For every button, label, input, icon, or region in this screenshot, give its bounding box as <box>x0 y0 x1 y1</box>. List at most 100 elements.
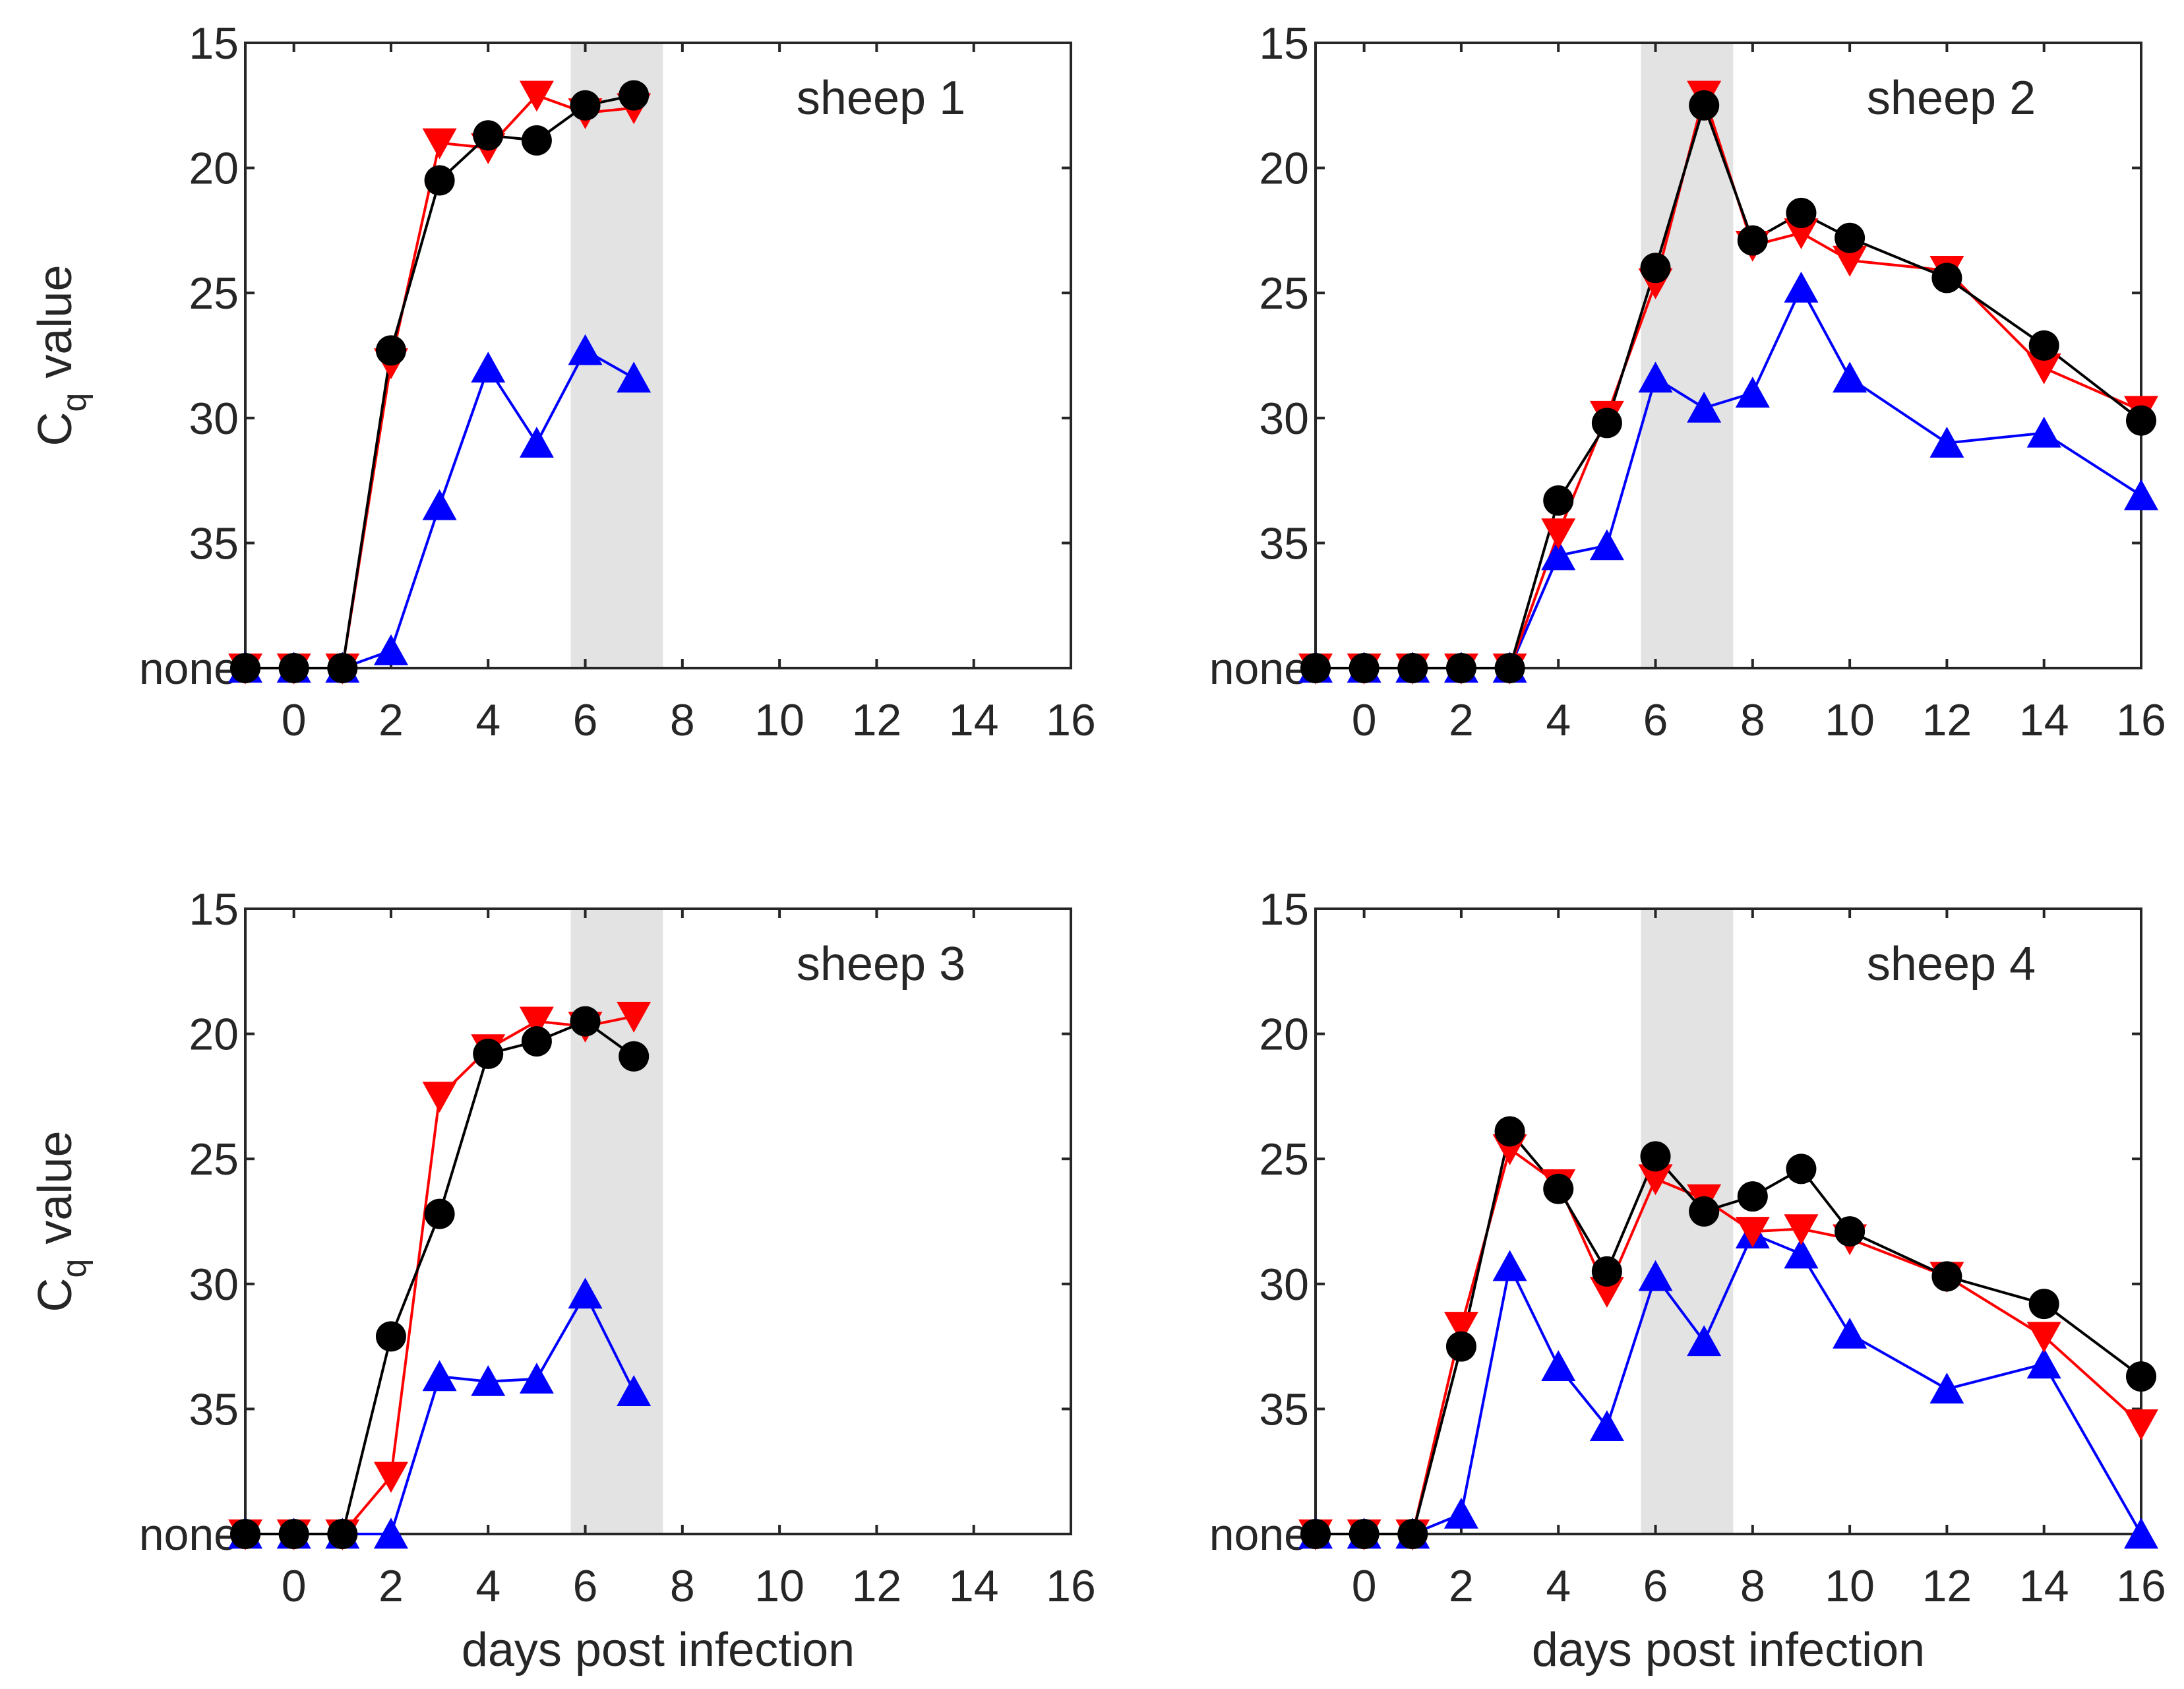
series-2-point <box>1784 1214 1819 1246</box>
series-2-point <box>1735 1217 1770 1248</box>
x-tick-label: 6 <box>573 1561 598 1611</box>
series-2-point <box>422 1082 457 1113</box>
series-2-point <box>1541 518 1576 549</box>
y-tick-label: 15 <box>189 884 239 935</box>
series-1-point <box>1689 1196 1720 1227</box>
series-1-point <box>1445 653 1476 683</box>
x-tick-label: 4 <box>475 1561 501 1611</box>
panel-title: sheep 1 <box>797 72 965 125</box>
series-1-point <box>1494 1116 1525 1147</box>
y-tick-label: 30 <box>189 1260 239 1310</box>
series-2-point <box>2026 1322 2061 1353</box>
series-1-point <box>1397 653 1428 683</box>
series-1-point <box>1786 197 1817 228</box>
series-1-point <box>1591 408 1622 439</box>
x-tick-label: 12 <box>1922 1561 1972 1611</box>
series-2-point <box>519 1006 554 1038</box>
series-3-point <box>1589 1410 1624 1442</box>
x-tick-label: 6 <box>1643 1561 1668 1611</box>
series-3-point <box>568 334 603 365</box>
series-2-point <box>373 1461 408 1493</box>
x-tick-label: 6 <box>573 695 598 745</box>
series-3-point <box>1735 377 1770 408</box>
series-1-point <box>521 125 552 156</box>
series-1-point <box>1835 1216 1866 1247</box>
series-3-point <box>471 1365 506 1396</box>
series-3-point <box>1541 1350 1576 1382</box>
y-tick-label: 35 <box>1259 518 1309 568</box>
x-tick-label: 6 <box>1643 695 1668 745</box>
series-1-point <box>570 1006 601 1037</box>
x-tick-label: 4 <box>1546 695 1571 745</box>
series-1-point <box>2028 1289 2059 1320</box>
y-tick-label: 15 <box>1259 884 1309 935</box>
x-tick-label: 12 <box>1922 695 1972 745</box>
y-axis-label-sub: q <box>55 1259 94 1278</box>
series-2-point <box>519 80 554 112</box>
y-tick-label: 15 <box>189 18 239 69</box>
shaded-region <box>1641 909 1734 1534</box>
panel-4: 15 20 25 30 35 none 0 2 4 6 8 10 12 14 16 sheep 4 days p… <box>1209 884 2166 1676</box>
series-2-point <box>1638 1164 1673 1196</box>
series-3-point <box>2026 416 2061 448</box>
series-1-point <box>1689 90 1720 121</box>
series-1-point <box>1737 225 1768 256</box>
series-3-point <box>1929 427 1964 458</box>
y-tick-label: 35 <box>189 518 239 568</box>
series-1-point <box>375 335 406 366</box>
series-3-point <box>617 1375 652 1406</box>
series-1-point <box>424 165 455 196</box>
series-1-point <box>278 653 309 683</box>
y-axis-label-rest: value <box>29 264 82 378</box>
series-1-point <box>1931 1261 1962 1292</box>
series-1-point <box>1445 1331 1476 1362</box>
series-3-point <box>617 361 652 393</box>
y-tick-label: 30 <box>189 394 239 444</box>
series-1-point <box>521 1026 552 1057</box>
x-tick-label: 8 <box>1740 695 1765 745</box>
y-axis-label: Cq value <box>29 264 94 446</box>
x-tick-label: 14 <box>949 695 999 745</box>
x-tick-label: 0 <box>282 695 307 745</box>
y-tick-label: none <box>1209 644 1309 694</box>
series-3-point <box>519 427 554 458</box>
series-3-point <box>1589 529 1624 561</box>
series-1-point <box>1349 653 1380 683</box>
series-1-point <box>230 1519 260 1549</box>
series-1-point <box>473 120 504 151</box>
series-3-point <box>568 1277 603 1309</box>
series-3-point <box>422 489 457 520</box>
series-1-point <box>1543 1173 1574 1204</box>
panel-title: sheep 2 <box>1867 72 2036 125</box>
x-tick-label: 0 <box>1352 695 1377 745</box>
series-3-point <box>519 1363 554 1394</box>
series-2-point <box>1784 218 1819 249</box>
y-axis-label-main: C <box>29 412 82 446</box>
series-3-point <box>1492 1250 1527 1281</box>
series-1-point <box>1300 1519 1331 1549</box>
x-tick-label: 8 <box>670 1561 695 1611</box>
panel-title: sheep 3 <box>797 938 965 991</box>
y-tick-label: 20 <box>189 144 239 194</box>
y-tick-label: none <box>139 644 239 694</box>
y-tick-label: 25 <box>189 1134 239 1184</box>
axes-box <box>1314 42 2142 669</box>
x-tick-label: 16 <box>1046 1561 1096 1611</box>
series-2-point <box>617 1001 652 1033</box>
x-tick-label: 0 <box>1352 1561 1377 1611</box>
y-tick-label: 20 <box>189 1010 239 1060</box>
series-3-point <box>1784 1237 1819 1269</box>
x-tick-label: 2 <box>1449 1561 1474 1611</box>
panel-title: sheep 4 <box>1867 938 2036 991</box>
x-tick-label: 8 <box>1740 1561 1765 1611</box>
series-3-point <box>373 1518 408 1549</box>
series-3-point <box>1687 1325 1722 1357</box>
series-3-point <box>1638 1260 1673 1291</box>
series-2-point <box>1443 1312 1478 1343</box>
series-1-point <box>1931 262 1962 293</box>
x-tick-label: 10 <box>754 1561 804 1611</box>
x-tick-label: 4 <box>1546 1561 1571 1611</box>
y-tick-label: 20 <box>1259 1010 1309 1060</box>
x-tick-label: 12 <box>852 1561 902 1611</box>
series-3-point <box>1443 1497 1478 1529</box>
